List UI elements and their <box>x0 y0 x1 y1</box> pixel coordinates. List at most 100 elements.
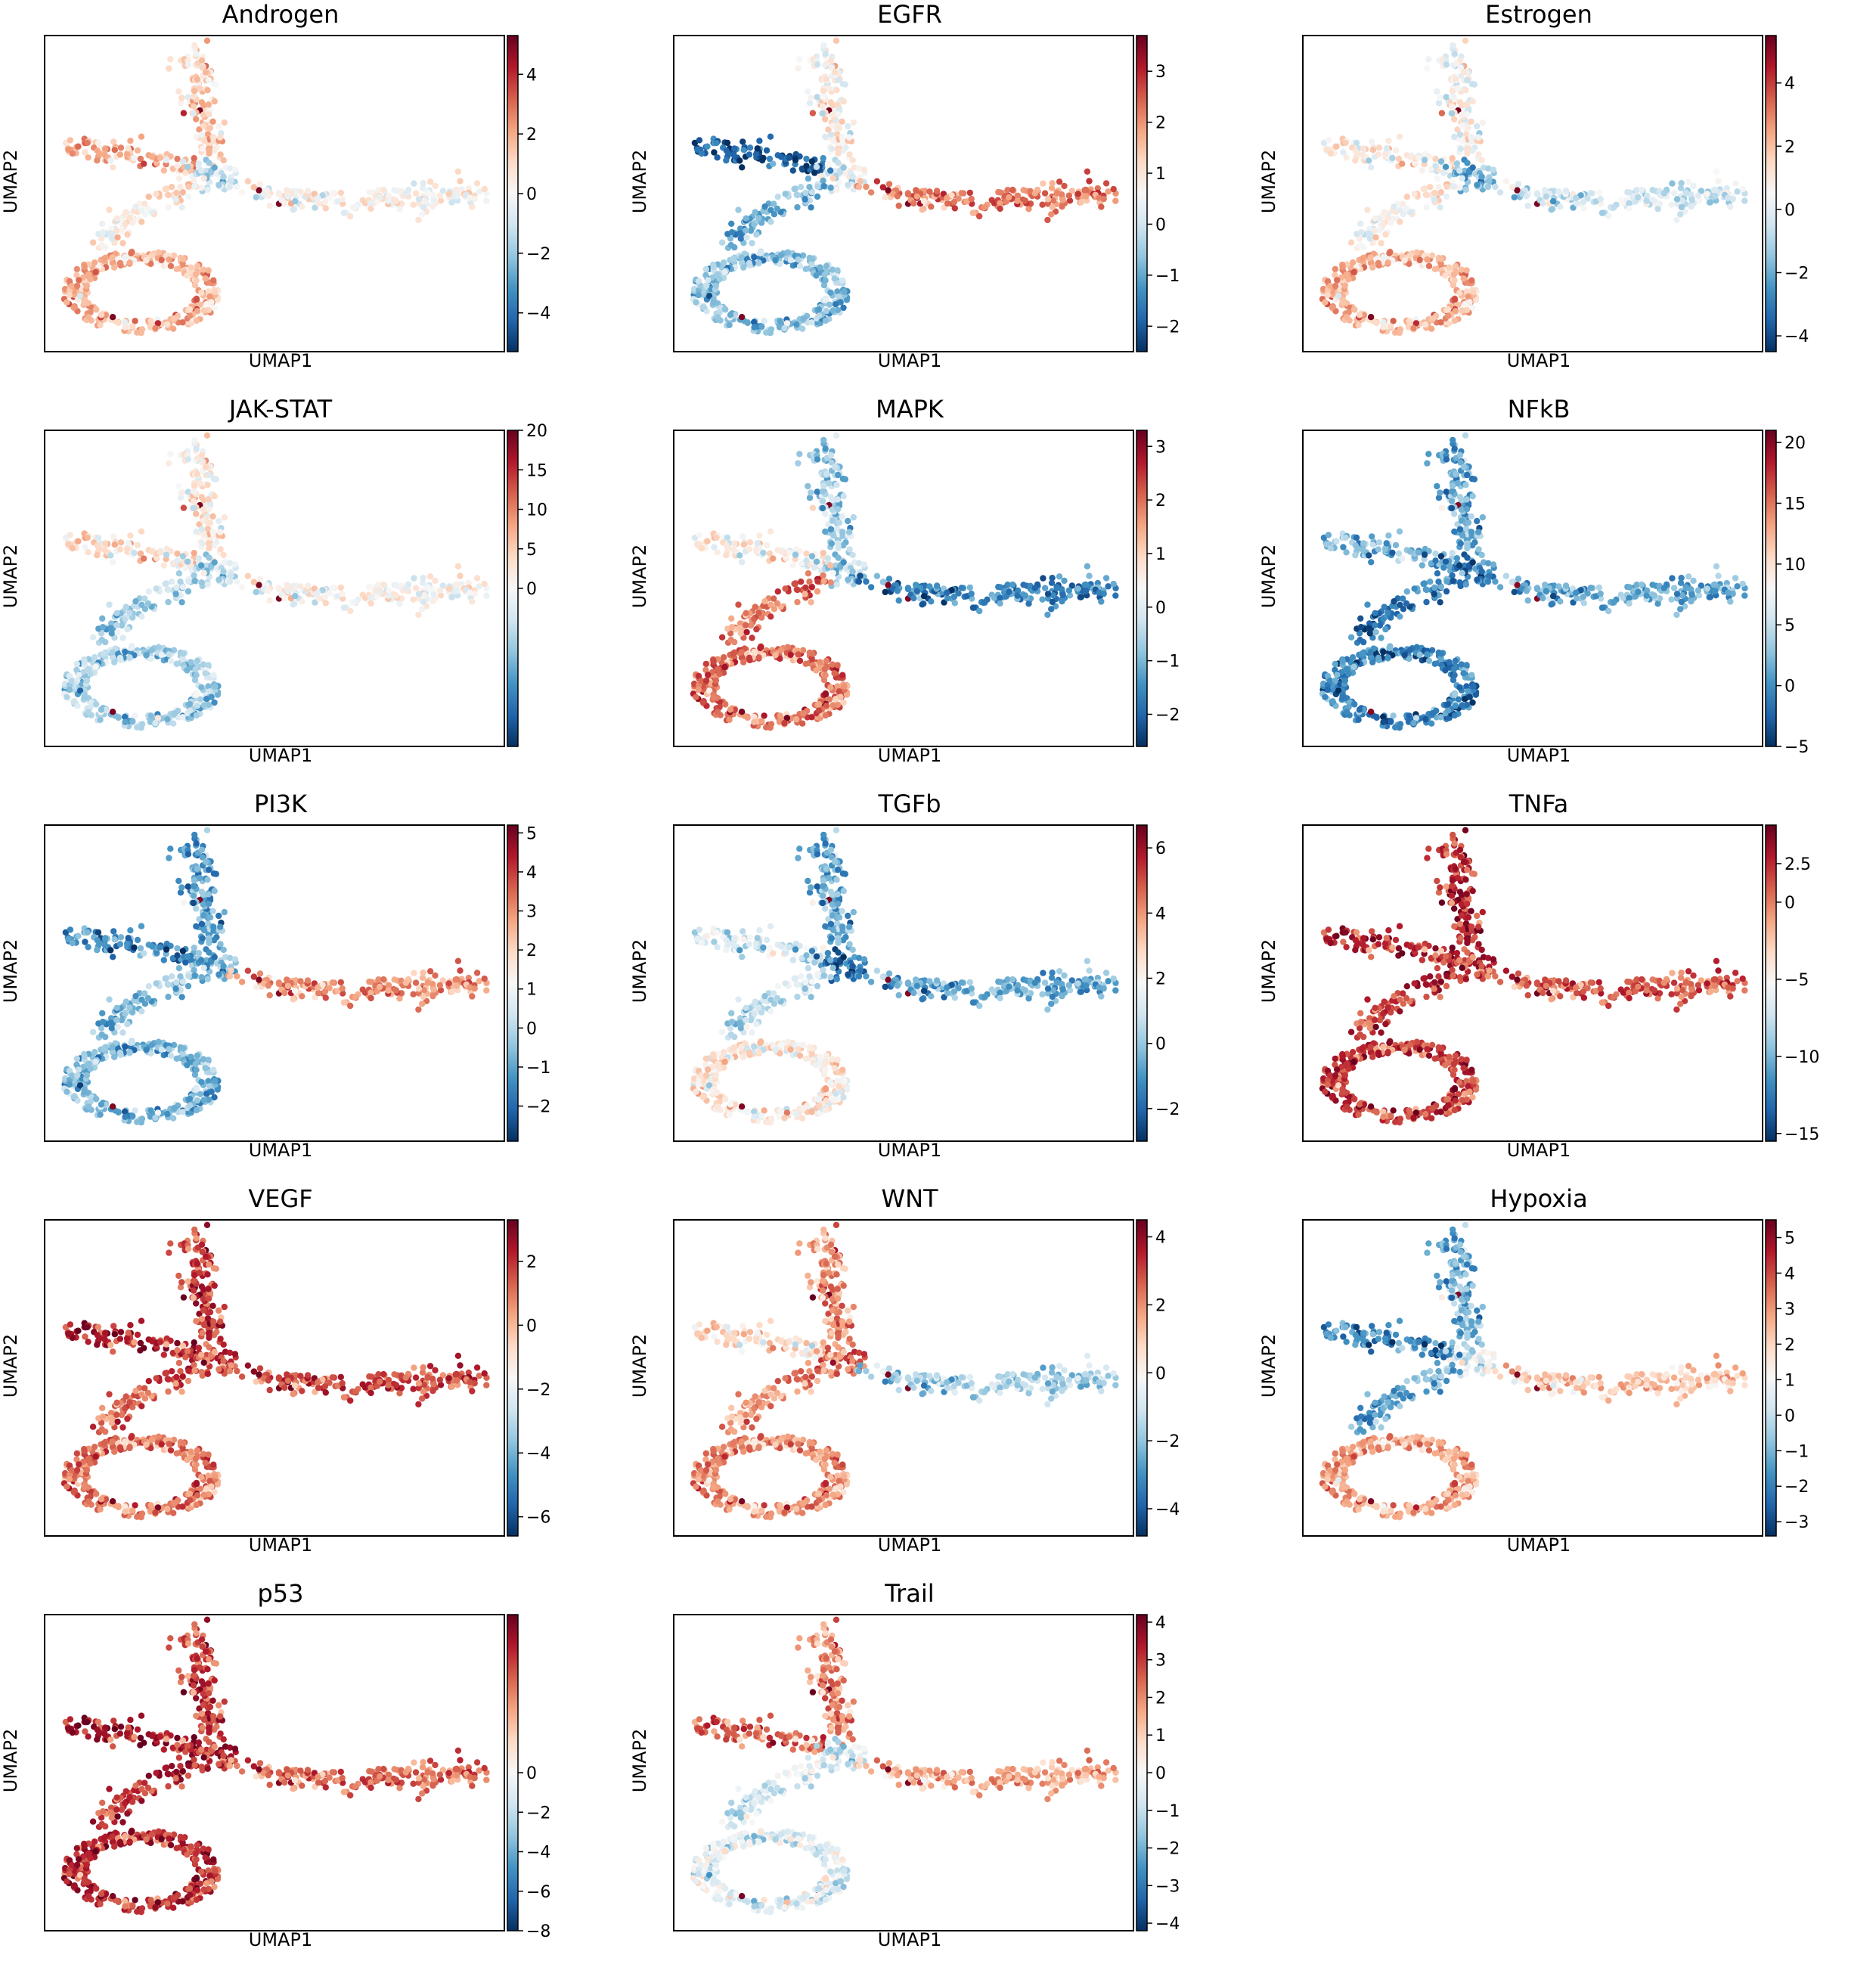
cell-point <box>1395 155 1403 163</box>
cell-point <box>107 552 114 559</box>
cell-point <box>827 579 834 586</box>
cell-point <box>419 211 426 218</box>
cell-point <box>1415 549 1422 556</box>
cell-point <box>107 157 114 164</box>
cell-point <box>1570 599 1577 606</box>
cell-point <box>725 545 732 552</box>
cell-point <box>792 551 799 558</box>
cell-point <box>385 192 392 199</box>
cell-point <box>770 555 777 562</box>
cell-point <box>200 307 207 314</box>
cell-point <box>1654 600 1661 607</box>
cell-point <box>1372 234 1379 241</box>
cell-point <box>127 532 134 539</box>
cell-point <box>107 620 115 627</box>
cell-point <box>1688 197 1695 203</box>
cell-point <box>941 599 947 606</box>
cell-point <box>705 277 712 284</box>
cell-point <box>347 607 354 615</box>
cell-point <box>753 231 760 238</box>
cell-point <box>829 661 836 668</box>
cell-point <box>1375 539 1383 546</box>
cell-point <box>1457 145 1464 152</box>
colorbar-tick-label: 1 <box>1155 545 1166 564</box>
cell-point <box>69 545 76 552</box>
cell-point <box>1485 165 1492 172</box>
cell-point <box>795 460 802 467</box>
cell-point <box>1353 139 1360 147</box>
cell-point <box>796 262 804 269</box>
cell-point <box>787 256 794 263</box>
cell-point <box>204 186 211 193</box>
x-axis-label: UMAP1 <box>877 745 942 766</box>
cell-point <box>109 254 116 261</box>
cell-point <box>149 154 156 160</box>
cell-point <box>827 289 834 296</box>
cell-point <box>1502 178 1510 185</box>
cell-point <box>834 288 841 295</box>
cell-point <box>799 720 806 727</box>
cell-point <box>1412 320 1420 327</box>
cell-point <box>802 189 809 197</box>
cell-point <box>1372 227 1378 234</box>
cell-point <box>834 306 842 314</box>
cell-point <box>467 589 473 596</box>
cell-point <box>1327 150 1334 157</box>
cell-point <box>715 709 721 715</box>
cell-point <box>1643 197 1650 204</box>
cell-point <box>814 588 821 595</box>
cell-point <box>1456 526 1464 532</box>
cell-point <box>867 584 875 591</box>
cell-point <box>454 168 462 175</box>
cell-point <box>749 240 755 247</box>
cell-point <box>147 318 154 324</box>
cell-point <box>827 451 835 458</box>
cell-point <box>380 581 387 588</box>
cell-point <box>1360 540 1367 547</box>
cell-point <box>231 561 239 568</box>
cell-point <box>125 540 132 547</box>
cell-point <box>1390 318 1397 324</box>
cell-point <box>84 139 91 147</box>
cell-point <box>437 592 445 599</box>
colorbar-gradient <box>507 430 519 747</box>
cell-point <box>186 701 194 708</box>
cell-point <box>1484 183 1492 191</box>
cell-point <box>826 85 833 92</box>
cell-point <box>1468 134 1475 141</box>
cell-point <box>217 529 224 535</box>
cell-point <box>143 652 150 659</box>
cell-point <box>169 579 175 585</box>
cell-point <box>835 554 842 561</box>
cell-point <box>856 560 863 566</box>
cell-point <box>377 588 383 595</box>
cell-point <box>751 713 758 721</box>
cell-point <box>1006 588 1012 595</box>
plot-frame <box>673 35 1134 352</box>
cell-point <box>761 712 767 719</box>
cell-point <box>831 69 839 76</box>
cell-point <box>1654 206 1661 213</box>
plot-frame <box>673 430 1134 747</box>
cell-point <box>211 559 218 566</box>
colorbar-tick-label: 2 <box>1155 114 1166 133</box>
cell-point <box>131 549 138 557</box>
cell-point <box>981 204 988 211</box>
cell-point <box>92 268 99 276</box>
cell-point <box>375 187 382 194</box>
cell-point <box>1462 87 1469 94</box>
cell-point <box>763 541 771 549</box>
cell-point <box>840 699 847 706</box>
cell-point <box>849 568 856 575</box>
cell-point <box>839 513 845 520</box>
cell-point <box>1438 110 1446 116</box>
cell-point <box>731 638 738 646</box>
cell-point <box>337 189 344 197</box>
cell-point <box>724 139 731 147</box>
cell-point <box>138 219 145 225</box>
cell-point <box>1469 147 1476 154</box>
cell-point <box>216 182 222 188</box>
cell-point <box>772 652 779 659</box>
